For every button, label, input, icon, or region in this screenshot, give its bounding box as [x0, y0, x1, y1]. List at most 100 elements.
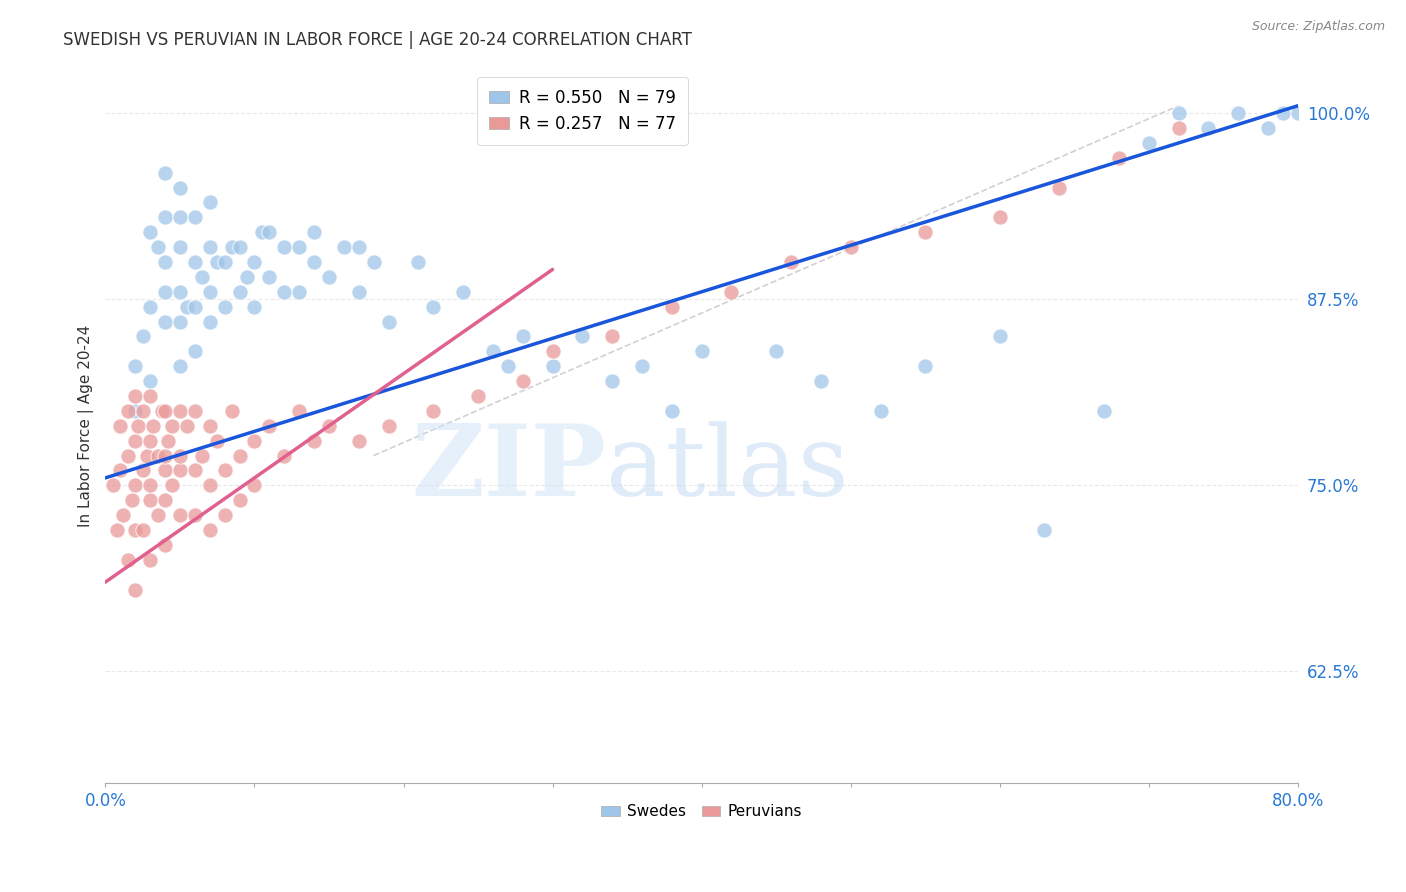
Point	[1272, 106, 1295, 120]
Point	[184, 255, 207, 269]
Text: SWEDISH VS PERUVIAN IN LABOR FORCE | AGE 20-24 CORRELATION CHART: SWEDISH VS PERUVIAN IN LABOR FORCE | AGE…	[63, 31, 692, 49]
Point	[153, 404, 176, 418]
Point	[117, 449, 139, 463]
Point	[136, 449, 159, 463]
Point	[228, 493, 250, 508]
Point	[839, 240, 862, 254]
Point	[169, 463, 191, 477]
Point	[363, 255, 385, 269]
Point	[1286, 106, 1309, 120]
Point	[1257, 121, 1279, 136]
Point	[117, 553, 139, 567]
Point	[482, 344, 505, 359]
Point	[198, 240, 221, 254]
Point	[121, 493, 143, 508]
Point	[810, 374, 832, 388]
Point	[153, 493, 176, 508]
Point	[184, 300, 207, 314]
Point	[139, 434, 162, 448]
Point	[243, 255, 266, 269]
Point	[221, 404, 243, 418]
Point	[1227, 106, 1250, 120]
Point	[169, 285, 191, 299]
Point	[139, 493, 162, 508]
Point	[153, 166, 176, 180]
Point	[377, 418, 399, 433]
Point	[228, 285, 250, 299]
Point	[600, 329, 623, 343]
Point	[571, 329, 593, 343]
Point	[1316, 106, 1339, 120]
Point	[169, 449, 191, 463]
Point	[333, 240, 356, 254]
Point	[124, 404, 146, 418]
Point	[288, 240, 311, 254]
Point	[146, 449, 169, 463]
Point	[1137, 136, 1160, 150]
Point	[162, 418, 184, 433]
Point	[408, 255, 430, 269]
Point	[243, 478, 266, 492]
Point	[124, 478, 146, 492]
Point	[124, 523, 146, 537]
Point	[127, 418, 149, 433]
Point	[720, 285, 742, 299]
Point	[153, 463, 176, 477]
Point	[690, 344, 713, 359]
Point	[198, 478, 221, 492]
Point	[198, 195, 221, 210]
Point	[153, 211, 176, 225]
Point	[259, 418, 281, 433]
Point	[302, 255, 325, 269]
Point	[661, 300, 683, 314]
Point	[124, 434, 146, 448]
Point	[153, 449, 176, 463]
Point	[1108, 151, 1130, 165]
Point	[169, 404, 191, 418]
Point	[1092, 404, 1115, 418]
Point	[139, 225, 162, 239]
Point	[169, 240, 191, 254]
Point	[139, 553, 162, 567]
Point	[131, 329, 153, 343]
Point	[422, 300, 444, 314]
Legend: Swedes, Peruvians: Swedes, Peruvians	[595, 798, 808, 825]
Point	[184, 211, 207, 225]
Point	[988, 211, 1011, 225]
Point	[1047, 180, 1070, 194]
Point	[214, 255, 236, 269]
Point	[205, 434, 228, 448]
Point	[347, 285, 370, 299]
Point	[541, 344, 564, 359]
Point	[1167, 121, 1189, 136]
Point	[150, 404, 173, 418]
Point	[259, 225, 281, 239]
Point	[105, 523, 128, 537]
Point	[139, 478, 162, 492]
Point	[162, 478, 184, 492]
Text: Source: ZipAtlas.com: Source: ZipAtlas.com	[1251, 20, 1385, 33]
Point	[139, 374, 162, 388]
Text: ZIP: ZIP	[412, 420, 606, 517]
Point	[131, 404, 153, 418]
Point	[988, 329, 1011, 343]
Point	[302, 434, 325, 448]
Point	[153, 315, 176, 329]
Point	[169, 211, 191, 225]
Point	[101, 478, 124, 492]
Point	[124, 389, 146, 403]
Point	[1167, 106, 1189, 120]
Point	[205, 255, 228, 269]
Point	[131, 463, 153, 477]
Point	[288, 404, 311, 418]
Point	[347, 434, 370, 448]
Point	[156, 434, 179, 448]
Point	[914, 225, 936, 239]
Point	[131, 523, 153, 537]
Point	[198, 285, 221, 299]
Point	[273, 449, 295, 463]
Point	[631, 359, 654, 374]
Point	[184, 344, 207, 359]
Point	[139, 300, 162, 314]
Point	[259, 269, 281, 284]
